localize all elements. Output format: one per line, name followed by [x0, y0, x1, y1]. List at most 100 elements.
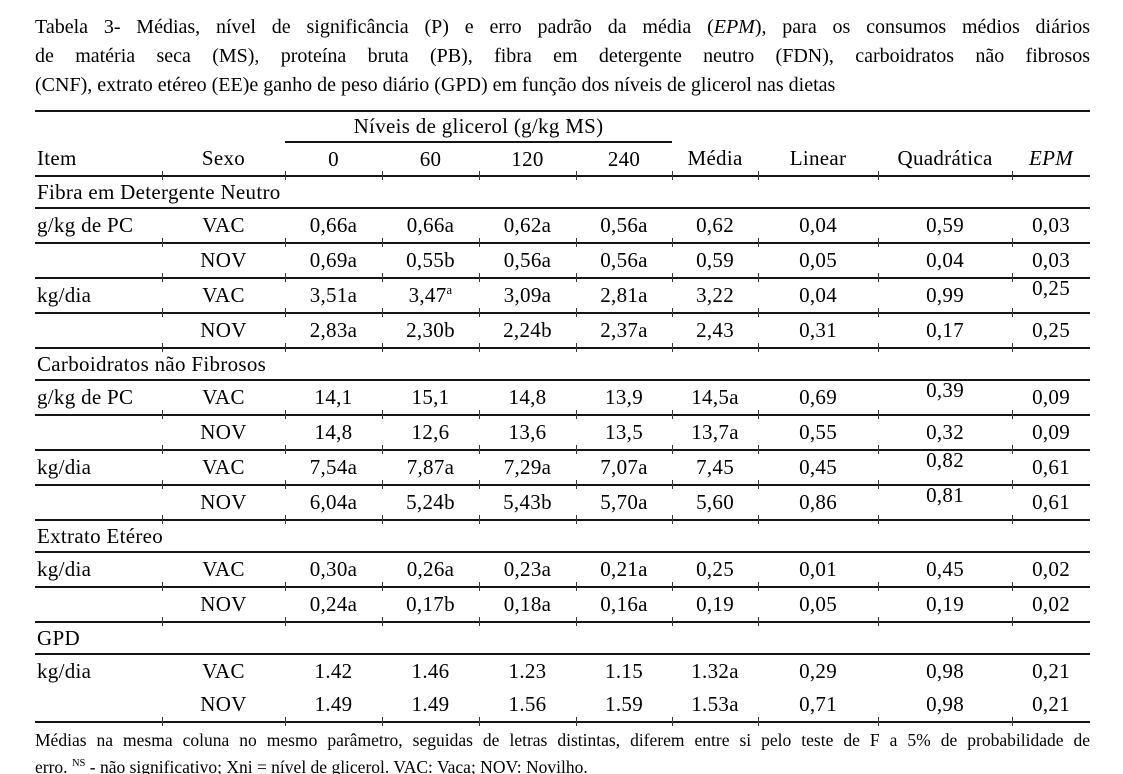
col-header-0: 0 [285, 142, 383, 179]
cell-text: 0,32 [926, 420, 965, 444]
section-title: Fibra em Detergente Neutro [35, 176, 1091, 209]
cell-text: 0,04 [799, 213, 838, 237]
cell-text: 13,6 [508, 420, 547, 444]
value-cell: 0,02 [1012, 587, 1091, 623]
cell-text: 0,45 [926, 557, 965, 581]
value-cell: 0,98 [878, 654, 1012, 688]
value-cell: 0,61 [1012, 485, 1091, 521]
cell-text: NOV [200, 592, 247, 616]
data-row: kg/dia VAC 1.42 1.46 1.23 1.15 1.32a 0,29 0,98 0,… [35, 654, 1090, 688]
value-cell: 0,01 [758, 552, 880, 590]
empty-cell [35, 111, 162, 142]
cell-text: 0,56a [503, 248, 552, 272]
item-cell: kg/dia [35, 654, 162, 688]
cell-text: VAC [202, 659, 245, 683]
value-cell: 3,09a [479, 278, 577, 316]
value-cell: 13,6 [479, 415, 577, 453]
cell-text: 0,25 [1032, 318, 1071, 342]
cell-text: 0,26a [406, 557, 455, 581]
cell-text: 1.42 [314, 659, 353, 683]
value-cell: 0,23a [479, 552, 577, 590]
caption-epm-italic: EPM [713, 16, 755, 38]
glycerol-levels-header: Níveis de glicerol (g/kg MS) [285, 111, 673, 143]
value-cell: 0,29 [758, 654, 878, 688]
cell-text: 0,62a [503, 213, 552, 237]
col-header-m-dia: Média [672, 142, 760, 180]
value-cell: 0,82 [878, 448, 1014, 488]
value-cell: 1.49 [285, 688, 383, 726]
value-cell: 0,86 [758, 485, 880, 523]
data-row: kg/dia VAC 7,54a 7,87a 7,29a 7,07a 7,45 0,45 0,8… [35, 448, 1091, 488]
sexo-cell: VAC [162, 380, 286, 418]
cell-text: NOV [200, 420, 247, 444]
col-header-linear: Linear [758, 142, 880, 180]
cell-text: 0,69 [799, 385, 838, 409]
value-cell: 0,02 [1012, 552, 1091, 588]
superscript-letter: a [446, 283, 453, 297]
cell-text: 7,29a [503, 455, 552, 479]
cell-text: 2,81a [600, 283, 648, 307]
item-cell [35, 485, 163, 523]
cell-text: 2,83a [309, 318, 358, 342]
value-cell: 12,6 [382, 415, 480, 453]
cell-text: 0,99 [926, 283, 965, 307]
cell-text: 7,54a [309, 455, 358, 479]
cell-text: 1.32a [691, 659, 739, 683]
value-cell: 0,45 [758, 450, 880, 488]
cell-text: 12,6 [411, 420, 450, 444]
cell-text: 0,02 [1032, 592, 1071, 616]
value-cell: 0,21 [1012, 688, 1091, 723]
cell-text: kg/dia [37, 283, 92, 307]
value-cell: 0,30a [285, 552, 383, 590]
cell-text: VAC [202, 557, 245, 581]
value-cell: 0,56a [576, 208, 674, 246]
section-row: Extrato Etéreo [35, 520, 1091, 553]
cell-text: VAC [202, 455, 245, 479]
cell-text: 0,02 [1032, 557, 1071, 581]
value-cell: 0,25 [672, 552, 760, 590]
table-caption: Tabela 3- Médias, nível de significância… [35, 13, 1090, 100]
value-cell: 0,62a [479, 208, 577, 246]
value-cell: 1.46 [382, 654, 479, 688]
cell-text: 0,66a [309, 213, 358, 237]
value-cell: 0,62 [672, 208, 760, 246]
empty-cell [758, 111, 878, 142]
cell-text: 5,70a [600, 490, 648, 514]
cell-text: 13,9 [605, 385, 643, 409]
cell-text: 7,07a [600, 455, 648, 479]
section-row: Carboidratos não Fibrosos [35, 348, 1091, 381]
sexo-cell: NOV [162, 415, 286, 453]
cell-text: 0,56a [600, 213, 648, 237]
value-cell: 2,37a [576, 313, 674, 351]
data-row: NOV 6,04a 5,24b 5,43b 5,70a 5,60 0,86 0,81 0,61 [35, 483, 1091, 523]
cell-text: 0,09 [1032, 420, 1071, 444]
section-title: Carboidratos não Fibrosos [35, 348, 1091, 381]
cell-text: 0,69a [309, 248, 358, 272]
cell-text: 0,62 [696, 213, 735, 237]
value-cell: 0,21 [1012, 654, 1090, 688]
cell-text: g/kg de PC [37, 385, 134, 409]
data-row: NOV 0,69a 0,55b 0,56a 0,56a 0,59 0,05 0,04 0,03 [35, 243, 1091, 281]
cell-text: 3,22 [696, 283, 735, 307]
value-cell: 7,07a [576, 450, 674, 488]
cell-text: 0,19 [696, 592, 735, 616]
value-cell: 0,19 [878, 587, 1014, 625]
cell-text: 3,09a [503, 283, 552, 307]
value-cell: 2,43 [672, 313, 760, 351]
item-cell [35, 415, 163, 453]
value-cell: 5,24b [382, 485, 480, 523]
value-cell: 0,09 [1012, 415, 1091, 451]
cell-text: 0,01 [799, 557, 838, 581]
cell-text: NOV [200, 318, 247, 342]
cell-text: 0,55 [799, 420, 838, 444]
data-row: NOV 0,24a 0,17b 0,18a 0,16a 0,19 0,05 0,19 0,02 [35, 587, 1091, 625]
empty-cell [162, 111, 285, 142]
value-cell: 14,5a [672, 380, 760, 418]
col-header-sexo: Sexo [162, 142, 286, 180]
cell-text: NOV [200, 692, 247, 716]
value-cell: 0,55b [382, 243, 480, 281]
value-cell: 0,69a [285, 243, 383, 281]
cell-text: 1.23 [508, 659, 547, 683]
sexo-cell: NOV [162, 313, 286, 351]
item-cell: kg/dia [35, 552, 163, 590]
